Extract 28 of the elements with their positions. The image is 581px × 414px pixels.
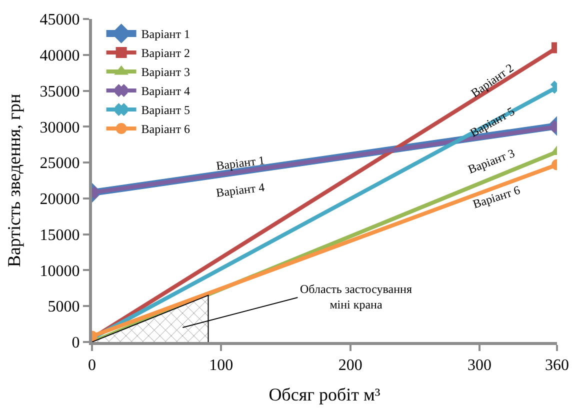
legend-label: Варіант 3 [141, 65, 190, 80]
y-tick-label: 35000 [40, 83, 80, 100]
y-axis-title: Вартість зведення, грн [4, 94, 24, 268]
x-tick-label: 200 [338, 357, 362, 374]
y-tick-label: 20000 [40, 191, 80, 208]
annotation: Область застосування міні крана [300, 282, 412, 312]
y-tick-label: 30000 [40, 119, 80, 136]
legend-label: Варіант 2 [141, 46, 190, 60]
x-tick-label: 100 [209, 357, 234, 374]
x-tick-label: 300 [468, 357, 492, 374]
legend-label: Варіант 6 [141, 122, 190, 136]
x-tick-label: 360 [545, 357, 569, 374]
annotation: Варіант 1 [215, 153, 266, 173]
legend-label: Варіант 4 [141, 84, 190, 98]
x-axis-title: Обсяг робіт м³ [268, 384, 381, 404]
y-tick-label: 25000 [40, 155, 80, 172]
y-tick-label: 15000 [40, 226, 80, 244]
legend-label: Варіант 5 [141, 103, 190, 118]
x-tick-label: 0 [88, 357, 96, 374]
annotation: Варіант 6 [471, 182, 522, 212]
y-tick-label: 45000 [40, 12, 80, 29]
y-tick-label: 40000 [40, 47, 80, 64]
legend-label: Варіант 1 [141, 27, 190, 42]
annotation: Варіант 3 [466, 146, 517, 176]
y-tick-label: 10000 [40, 262, 80, 280]
y-tick-label: 5000 [48, 298, 80, 316]
y-tick-label: 0 [72, 334, 80, 352]
annotation: Варіант 4 [215, 180, 266, 200]
